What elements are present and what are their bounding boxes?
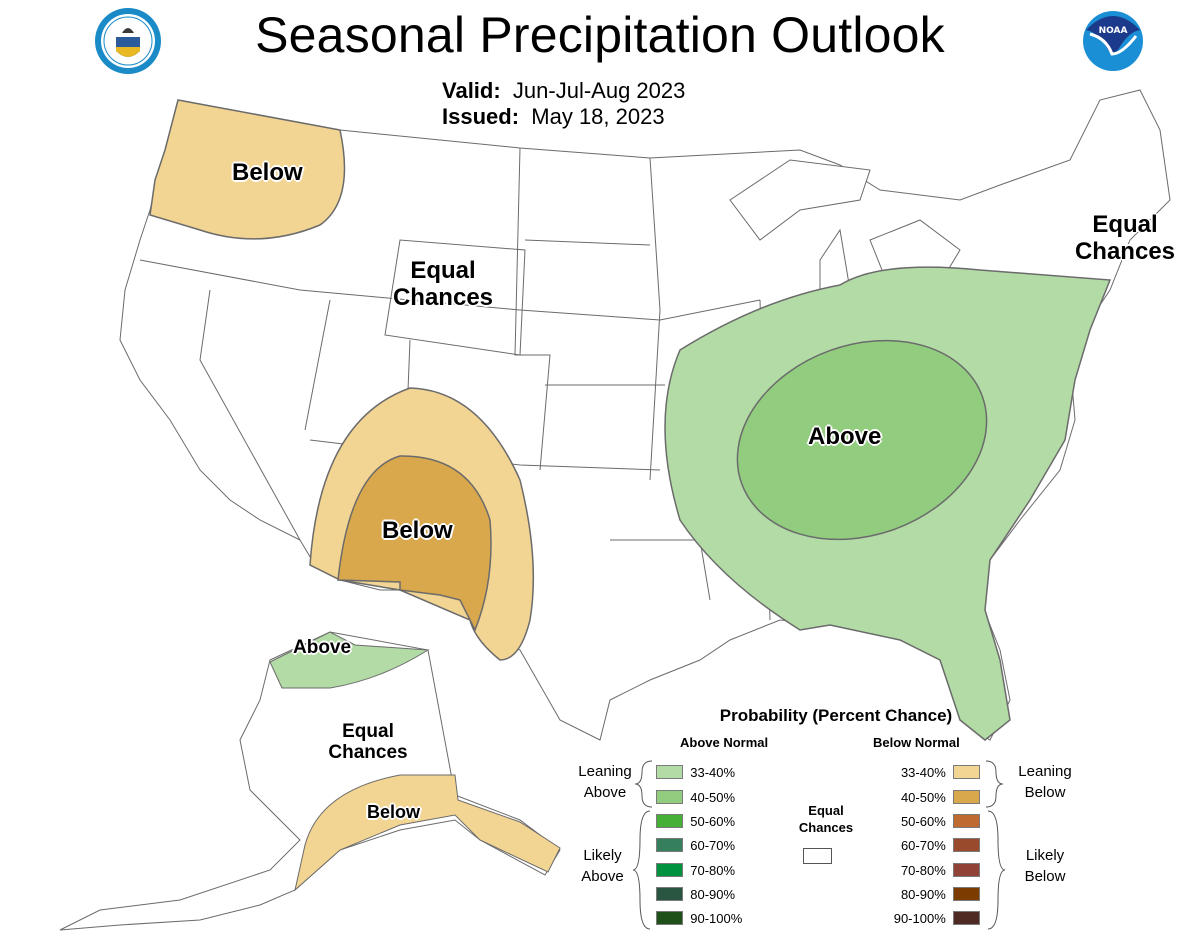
swatch xyxy=(953,887,980,901)
label-line: Chances xyxy=(392,283,494,311)
swatch xyxy=(953,911,980,925)
legend-leaning-below-label: Leaning Below xyxy=(1010,761,1080,803)
label-line: Chances xyxy=(798,820,854,835)
swatch xyxy=(656,790,683,804)
noaa-icon: NOAA xyxy=(1083,11,1143,71)
range-label: 50-60% xyxy=(900,813,946,829)
label-line: Likely xyxy=(1025,847,1065,864)
legend-title: Probability (Percent Chance) xyxy=(719,706,953,725)
label-ak-equal-chances: Equal Chances xyxy=(313,721,423,764)
label-line: Leaning xyxy=(578,763,632,780)
legend-below-row: 60-70% xyxy=(872,836,980,854)
label-line: Above xyxy=(581,868,624,885)
label-line: Equal xyxy=(808,803,844,818)
range-label: 70-80% xyxy=(900,862,946,878)
label-line: Equal xyxy=(342,721,394,742)
range-label: 60-70% xyxy=(900,837,946,853)
swatch xyxy=(656,863,683,877)
legend-above-row: 80-90% xyxy=(656,885,735,903)
swatch xyxy=(656,814,683,828)
label-ak-below: Below xyxy=(367,802,421,822)
valid-label: Valid: xyxy=(442,78,501,103)
label-line: Equal xyxy=(410,257,476,284)
valid-value: Jun-Jul-Aug 2023 xyxy=(512,78,686,103)
swatch xyxy=(953,838,980,852)
legend-below-row: 70-80% xyxy=(872,861,980,879)
brace-likely-below-icon xyxy=(987,810,1006,930)
range-label: 40-50% xyxy=(900,789,946,805)
legend-likely-below-label: Likely Below xyxy=(1015,845,1075,887)
brace-likely-above-icon xyxy=(632,810,651,930)
label-nw-below: Below xyxy=(232,159,303,186)
range-label: 40-50% xyxy=(690,789,736,805)
swatch xyxy=(953,765,980,779)
swatch xyxy=(656,887,683,901)
noaa-logo: NOAA xyxy=(1082,10,1144,72)
range-label: 90-100% xyxy=(893,910,946,926)
legend-above-row: 33-40% xyxy=(656,763,735,781)
legend-above-row: 60-70% xyxy=(656,836,735,854)
sw-below-core-area xyxy=(337,455,492,632)
legend-above-row: 70-80% xyxy=(656,861,735,879)
range-label: 50-60% xyxy=(690,813,736,829)
label-line: Below xyxy=(1024,868,1066,885)
swatch xyxy=(656,765,683,779)
swatch xyxy=(953,814,980,828)
legend-below-row: 40-50% xyxy=(872,788,980,806)
swatch xyxy=(953,863,980,877)
legend-leaning-above-label: Leaning Above xyxy=(575,761,635,803)
nw-below-area xyxy=(149,99,346,240)
legend-above-row: 90-100% xyxy=(656,909,742,927)
range-label: 80-90% xyxy=(690,886,736,902)
range-label: 60-70% xyxy=(690,837,736,853)
issued-value: May 18, 2023 xyxy=(531,104,665,129)
legend-above-row: 50-60% xyxy=(656,812,735,830)
department-of-commerce-seal xyxy=(94,7,162,75)
alaska-below-area xyxy=(294,774,561,892)
range-label: 90-100% xyxy=(690,910,743,926)
label-line: Chances xyxy=(1074,237,1176,265)
issued-label: Issued: xyxy=(442,104,520,129)
label-line: Leaning xyxy=(1018,763,1072,780)
legend-equal-chances-swatch xyxy=(803,848,832,864)
legend-below-row: 33-40% xyxy=(872,763,980,781)
brace-leaning-below-icon xyxy=(985,760,1004,808)
label-line: Below xyxy=(1024,784,1066,801)
alaska-outline xyxy=(59,631,561,931)
page-title: Seasonal Precipitation Outlook xyxy=(255,7,945,63)
range-label: 70-80% xyxy=(690,862,736,878)
swatch xyxy=(953,790,980,804)
subtitle-block: Valid: Jun-Jul-Aug 2023 Issued: May 18, … xyxy=(442,78,685,130)
swatch xyxy=(656,838,683,852)
brace-leaning-above-icon xyxy=(634,760,653,808)
legend-above-header: Above Normal xyxy=(680,735,769,750)
legend-likely-above-label: Likely Above xyxy=(575,845,630,887)
range-label: 33-40% xyxy=(900,764,946,780)
alaska-above-area xyxy=(269,631,430,689)
svg-text:NOAA: NOAA xyxy=(1099,26,1128,36)
label-east-above: Above xyxy=(808,423,882,450)
legend-below-row: 90-100% xyxy=(872,909,980,927)
label-line: Likely xyxy=(583,847,622,864)
range-label: 33-40% xyxy=(690,764,736,780)
legend: Probability (Percent Chance) Above Norma… xyxy=(560,700,1200,936)
label-sw-below: Below xyxy=(382,517,453,544)
legend-above-row: 40-50% xyxy=(656,788,735,806)
label-line: Above xyxy=(583,784,627,801)
legend-below-header: Below Normal xyxy=(873,735,960,750)
label-ak-above: Above xyxy=(293,637,352,658)
seal-icon xyxy=(95,8,161,74)
label-line: Equal xyxy=(1092,211,1158,238)
legend-below-row: 50-60% xyxy=(872,812,980,830)
east-above-core-area xyxy=(736,339,988,541)
legend-equal-chances-label: Equal Chances xyxy=(790,802,862,836)
range-label: 80-90% xyxy=(900,886,946,902)
swatch xyxy=(656,911,683,925)
label-ne-equal-chances: Equal Chances xyxy=(1070,211,1180,266)
label-west-equal-chances: Equal Chances xyxy=(378,257,508,312)
legend-below-row: 80-90% xyxy=(872,885,980,903)
label-line: Chances xyxy=(328,742,408,764)
